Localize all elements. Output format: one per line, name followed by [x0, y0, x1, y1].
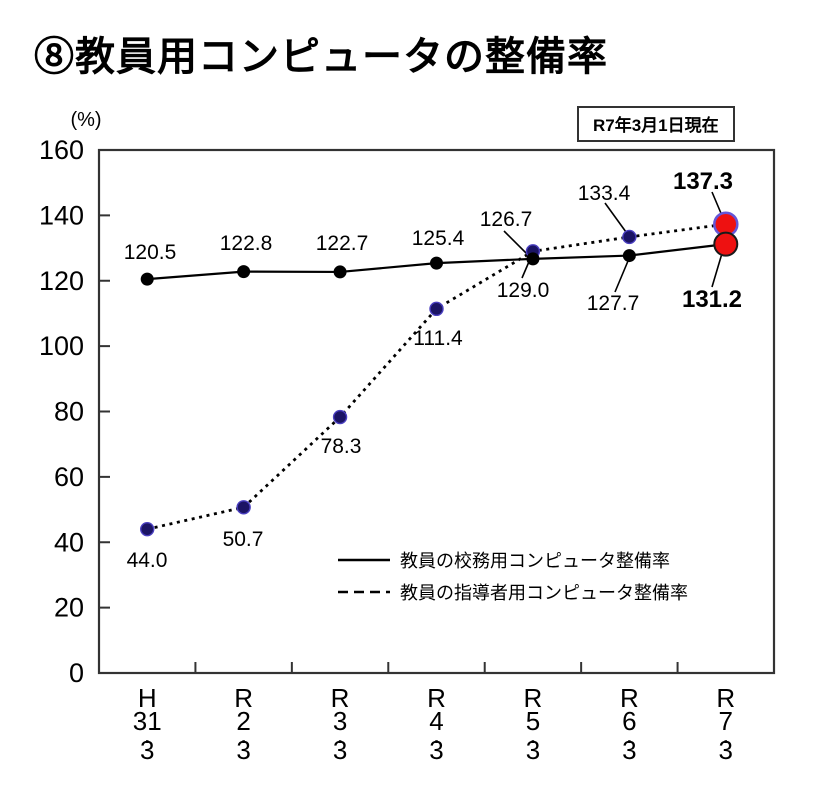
series-line-dotted	[146, 222, 726, 531]
y-tick-label: 160	[39, 135, 84, 165]
data-point	[622, 249, 636, 263]
x-tick-label: 3	[429, 735, 443, 765]
x-tick-label: .	[336, 719, 343, 749]
data-label: 131.2	[682, 286, 742, 313]
data-label: 44.0	[127, 549, 168, 572]
label-leader-line	[604, 202, 627, 233]
x-tick-label: 3	[236, 735, 250, 765]
x-tick-label: 6	[622, 706, 636, 736]
y-tick-label: 100	[39, 331, 84, 361]
data-label: 133.4	[578, 182, 631, 205]
data-label: 120.5	[124, 241, 177, 264]
y-axis-unit-label: (%)	[70, 109, 101, 131]
x-tick-label: .	[722, 719, 729, 749]
data-label: 125.4	[412, 227, 465, 250]
data-label: 127.7	[587, 292, 640, 315]
y-tick-label: 80	[54, 397, 84, 427]
y-tick-label: 140	[39, 200, 84, 230]
date-note-text: R7年3月1日現在	[593, 116, 719, 135]
x-tick-label: .	[433, 719, 440, 749]
x-tick-label: 5	[526, 706, 540, 736]
data-point	[430, 256, 443, 270]
y-tick-label: 20	[54, 593, 84, 623]
data-point	[333, 265, 347, 279]
x-tick-label: .	[144, 719, 151, 749]
x-tick-label: 3	[526, 735, 540, 765]
data-point	[622, 229, 637, 245]
x-tick-label: R	[716, 683, 735, 713]
label-leader-line	[503, 230, 529, 256]
x-tick-label: R	[331, 683, 350, 713]
data-point	[332, 409, 348, 425]
legend-label: 教員の校務用コンピュータ整備率	[400, 551, 670, 571]
x-tick-label: .	[626, 719, 633, 749]
x-tick-label: 3	[622, 735, 636, 765]
data-point	[140, 521, 155, 537]
x-tick-label: 3	[719, 735, 733, 765]
x-tick-label: R	[234, 683, 253, 713]
x-tick-label: R	[620, 683, 639, 713]
data-point	[526, 252, 540, 266]
x-tick-label: 3	[140, 735, 154, 765]
data-point	[429, 301, 444, 317]
label-leader-line	[614, 260, 629, 293]
data-point-highlight	[713, 231, 739, 257]
data-point	[236, 500, 251, 515]
x-tick-label: 2	[236, 706, 250, 736]
y-tick-label: 40	[54, 527, 84, 557]
x-tick-label: .	[240, 719, 247, 749]
data-label: 50.7	[223, 528, 264, 551]
y-tick-label: 60	[54, 462, 84, 492]
x-tick-label: R	[524, 683, 543, 713]
date-note-box: R7年3月1日現在	[577, 106, 735, 142]
data-label: 111.4	[413, 327, 463, 350]
x-tick-label: 3	[333, 706, 347, 736]
x-tick-label: .	[529, 719, 536, 749]
data-label: 122.7	[316, 232, 369, 255]
y-tick-label: 120	[39, 266, 84, 296]
y-tick-label: 0	[69, 658, 84, 688]
legend-label: 教員の指導者用コンピュータ整備率	[400, 583, 688, 603]
page-title: ⑧教員用コンピュータの整備率	[34, 35, 608, 79]
x-tick-label: 31	[133, 706, 162, 736]
data-label: 122.8	[220, 232, 273, 255]
label-leader-line	[711, 249, 724, 288]
data-point	[237, 265, 251, 279]
x-tick-label: 4	[429, 706, 443, 736]
x-tick-label: 3	[333, 735, 347, 765]
data-point	[140, 272, 154, 286]
x-tick-label: R	[427, 683, 446, 713]
data-label: 137.3	[673, 168, 733, 195]
data-label: 126.7	[480, 208, 533, 231]
x-tick-label: H	[138, 683, 157, 713]
data-label: 129.0	[497, 279, 550, 302]
x-tick-label: 7	[719, 706, 733, 736]
data-label: 78.3	[321, 435, 362, 458]
